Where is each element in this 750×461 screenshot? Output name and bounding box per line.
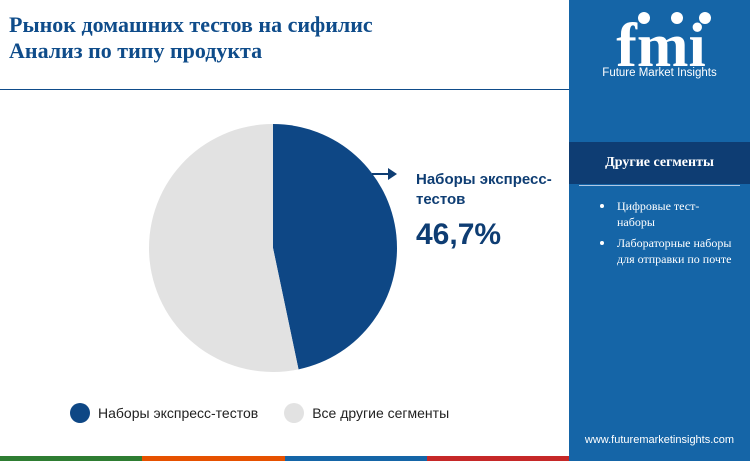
pie-chart [148,124,397,372]
callout-arrow-icon [372,168,397,180]
bottom-bar-segment [142,456,285,461]
logo-subtitle: Future Market Insights [602,67,717,79]
legend-label-rapid-tests: Наборы экспресс-тестов [98,405,259,421]
title-line-2: Анализ по типу продукта [9,38,263,63]
legend-item-rapid-tests: Наборы экспресс-тестов [70,403,258,423]
pie-slice-1 [148,124,299,372]
legend-label-other-segments: Все другие сегменты [312,405,450,421]
logo-globe-icon [699,12,711,24]
sidebar-divider [579,185,740,186]
callout-value: 46,7% [416,218,502,251]
legend-swatch-other-segments [284,403,305,423]
bottom-bar-segment [426,456,569,461]
logo-globe-icon [638,12,650,24]
legend-item-other-segments: Все другие сегменты [284,403,449,423]
logo-text: fmi [616,12,706,80]
page-title: Рынок домашних тестов на сифилис Анализ … [9,12,559,64]
logo-globe-icon [671,12,683,24]
other-segments-list: Цифровые тест-наборы Лабораторные наборы… [587,198,737,272]
title-divider [0,89,569,90]
legend-swatch-rapid-tests [70,403,90,423]
website-url: www.futuremarketinsights.com [584,434,735,446]
pie-slice-0 [273,124,397,370]
chart-legend: Наборы экспресс-тестов Все другие сегмен… [70,402,475,424]
list-item: Цифровые тест-наборы [587,198,737,230]
sidebar-heading-bar [569,142,750,184]
callout-label: Наборы экспресс-тестов [416,171,552,208]
title-line-1: Рынок домашних тестов на сифилис [9,12,373,37]
sidebar: fmi Future Market Insights Другие сегмен… [569,0,750,461]
bottom-color-bar [0,456,569,461]
sidebar-heading: Другие сегменты [605,155,714,170]
fmi-logo-icon: fmi [616,12,711,80]
bottom-bar-segment [0,456,143,461]
bottom-bar-segment [284,456,427,461]
list-item: Лабораторные наборы для отправки по почт… [587,235,737,267]
